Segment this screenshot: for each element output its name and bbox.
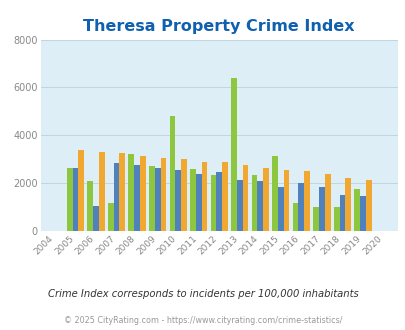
Bar — [190, 169, 195, 231]
Bar — [72, 168, 78, 231]
Bar — [313, 207, 318, 231]
Bar — [236, 180, 242, 231]
Bar — [134, 165, 140, 231]
Bar — [365, 180, 371, 231]
Bar — [230, 78, 236, 231]
Bar — [154, 168, 160, 231]
Title: Theresa Property Crime Index: Theresa Property Crime Index — [83, 19, 354, 34]
Bar — [140, 156, 145, 231]
Bar — [160, 158, 166, 231]
Bar — [257, 181, 262, 231]
Bar — [303, 171, 309, 231]
Bar — [87, 181, 93, 231]
Bar — [298, 183, 303, 231]
Bar — [339, 195, 345, 231]
Bar — [345, 178, 350, 231]
Bar — [67, 168, 72, 231]
Bar — [149, 166, 154, 231]
Bar — [210, 175, 216, 231]
Bar — [181, 159, 186, 231]
Bar — [324, 174, 330, 231]
Bar — [283, 170, 289, 231]
Bar — [78, 150, 84, 231]
Bar — [216, 172, 222, 231]
Bar — [318, 187, 324, 231]
Bar — [271, 156, 277, 231]
Bar — [251, 175, 257, 231]
Bar — [222, 162, 227, 231]
Bar — [242, 165, 248, 231]
Bar — [354, 189, 359, 231]
Bar — [333, 207, 339, 231]
Bar — [128, 154, 134, 231]
Bar — [359, 196, 365, 231]
Bar — [262, 168, 268, 231]
Bar — [113, 163, 119, 231]
Bar — [119, 153, 125, 231]
Bar — [277, 187, 283, 231]
Bar — [195, 174, 201, 231]
Bar — [292, 204, 298, 231]
Bar — [93, 206, 99, 231]
Bar — [169, 116, 175, 231]
Bar — [201, 162, 207, 231]
Text: © 2025 CityRating.com - https://www.cityrating.com/crime-statistics/: © 2025 CityRating.com - https://www.city… — [64, 315, 341, 325]
Bar — [175, 170, 181, 231]
Bar — [99, 152, 104, 231]
Bar — [108, 204, 113, 231]
Text: Crime Index corresponds to incidents per 100,000 inhabitants: Crime Index corresponds to incidents per… — [47, 289, 358, 299]
